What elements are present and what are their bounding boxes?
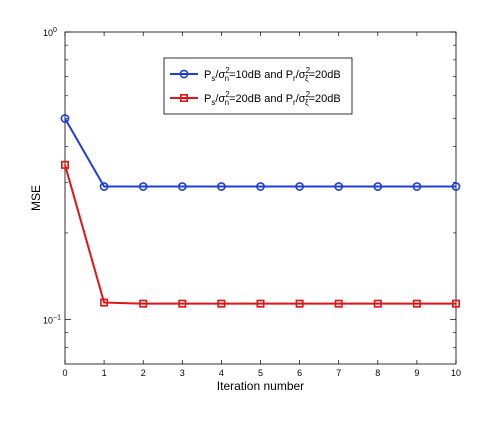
data-point: [295, 299, 304, 308]
y-tick-label: 10−1: [43, 314, 61, 325]
x-tick-label: 8: [375, 368, 380, 378]
x-tick-label: 7: [336, 368, 341, 378]
labels: 0 1 2 3 4 5 6 7 8 9 10 100 10−1 Iteration number MSE: [29, 27, 461, 393]
x-tick-label: 0: [62, 368, 67, 378]
x-axis-label: Iteration number: [217, 379, 304, 393]
series-1: [60, 114, 461, 191]
legend-box: [163, 57, 353, 115]
data-point: [295, 182, 304, 191]
data-point: [373, 299, 382, 308]
legend-marker: [179, 69, 189, 79]
data-point: [100, 298, 109, 307]
legend-label: Ps/σ2 n=20dB and Pr/σ2 ξ=20dB: [204, 90, 341, 107]
series-2: [60, 160, 460, 308]
data-point: [139, 299, 148, 308]
data-point: [217, 299, 226, 308]
legend-marker: [180, 94, 189, 103]
data-point: [60, 160, 69, 169]
data-point: [373, 182, 383, 191]
data-point: [451, 182, 461, 191]
legend-label: Ps/σ2 n=10dB and Pr/σ2 ξ=20dB: [204, 66, 341, 83]
x-tick-label: 1: [102, 368, 107, 378]
y-tick-label: 100: [43, 27, 57, 38]
data-point: [256, 182, 265, 191]
data-point: [99, 182, 109, 191]
data-point: [334, 182, 344, 191]
x-tick-label: 6: [297, 368, 302, 378]
x-tick-label: 9: [414, 368, 419, 378]
y-axis-label: MSE: [29, 185, 43, 211]
x-tick-label: 2: [141, 368, 146, 378]
x-tick-label: 10: [451, 368, 461, 378]
data-point: [256, 299, 265, 308]
data-point: [216, 182, 226, 191]
series: [60, 114, 461, 308]
legend-item: Ps/σ2 n=10dB and Pr/σ2 ξ=20dB: [170, 66, 341, 83]
data-point: [334, 299, 343, 308]
data-point: [451, 299, 460, 308]
x-tick-label: 4: [219, 368, 224, 378]
data-point: [177, 182, 187, 191]
data-point: [178, 299, 187, 308]
data-point: [412, 299, 421, 308]
data-point: [60, 114, 70, 123]
x-tick-label: 5: [258, 368, 263, 378]
series-line: [64, 164, 456, 305]
legend: Ps/σ2 n=10dB and Pr/σ2 ξ=20dB Ps/σ2 n=20dB a…: [163, 57, 353, 115]
data-point: [412, 182, 422, 191]
ticks: [64, 31, 457, 364]
legend-item: Ps/σ2 n=20dB and Pr/σ2 ξ=20dB: [170, 90, 341, 107]
series-line: [64, 118, 456, 188]
data-point: [138, 182, 148, 191]
x-tick-label: 3: [180, 368, 185, 378]
